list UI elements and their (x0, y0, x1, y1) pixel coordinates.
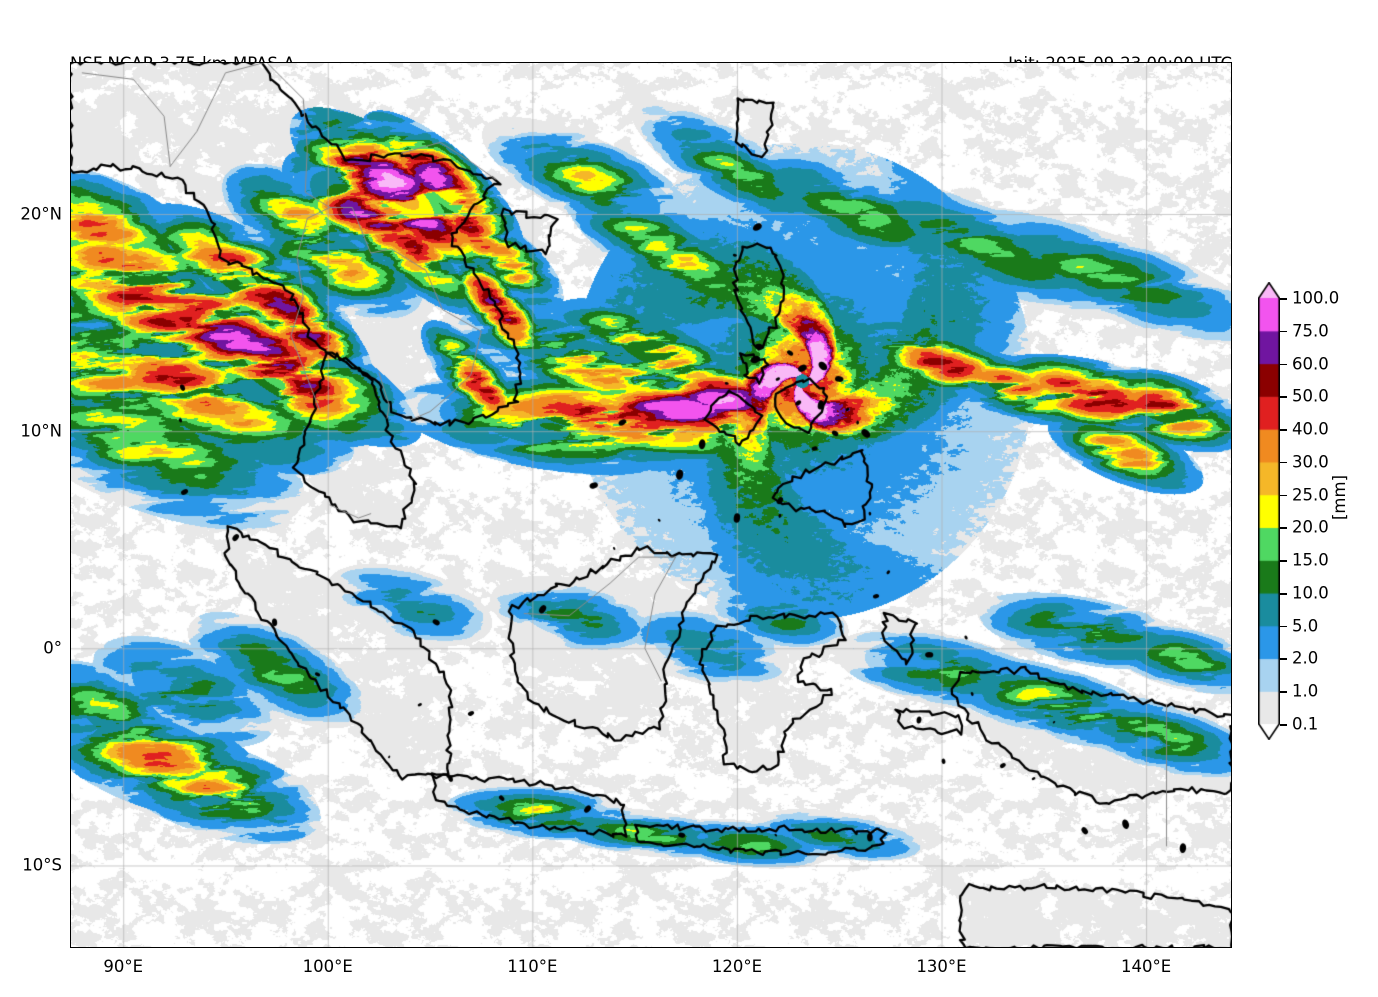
x-tick-120: 120°E (711, 957, 763, 976)
colorbar-label-10-0: 10.0 (1292, 583, 1329, 603)
colorbar-tick-40-0 (1280, 429, 1287, 431)
colorbar-label-0-1: 0.1 (1292, 714, 1319, 734)
colorbar-label-15-0: 15.0 (1292, 550, 1329, 570)
map-plot-area[interactable] (70, 62, 1232, 948)
colorbar-tick-1-0 (1280, 691, 1287, 693)
colorbar-tick-75-0 (1280, 330, 1287, 333)
colorbar-tick-5-0 (1280, 625, 1287, 628)
colorbar[interactable] (1258, 282, 1280, 740)
x-tick-90: 90°E (103, 957, 144, 976)
colorbar-label-40-0: 40.0 (1292, 419, 1329, 439)
colorbar-tick-15-0 (1280, 560, 1287, 562)
colorbar-tick-20-0 (1280, 527, 1287, 529)
x-tick-100: 100°E (302, 957, 353, 976)
y-tick-10: 10°N (20, 421, 62, 441)
colorbar-label-50-0: 50.0 (1292, 386, 1329, 406)
colorbar-label-25-0: 25.0 (1292, 485, 1329, 505)
colorbar-label-20-0: 20.0 (1292, 517, 1329, 537)
colorbar-tick-10-0 (1280, 592, 1287, 595)
x-tick-110: 110°E (507, 957, 558, 976)
x-tick-130: 130°E (916, 957, 967, 976)
colorbar-label-5-0: 5.0 (1292, 616, 1319, 636)
colorbar-tick-2-0 (1280, 658, 1287, 661)
colorbar-label-75-0: 75.0 (1292, 321, 1329, 341)
colorbar-tick-60-0 (1280, 363, 1287, 366)
x-tick-140: 140°E (1120, 957, 1172, 976)
y-tick-0: 0° (43, 638, 62, 658)
colorbar-tick-0-1 (1280, 724, 1287, 726)
y-tick-20: 20°N (20, 204, 62, 224)
colorbar-unit-label: [mm] (1330, 474, 1349, 520)
colorbar-tick-100-0 (1280, 298, 1287, 300)
colorbar-tick-30-0 (1280, 461, 1287, 464)
precipitation-map (70, 62, 1232, 948)
y-tick--10: 10°S (22, 855, 62, 875)
colorbar-label-100-0: 100.0 (1292, 288, 1340, 308)
colorbar-label-60-0: 60.0 (1292, 354, 1329, 374)
colorbar-tick-25-0 (1280, 494, 1287, 497)
colorbar-label-30-0: 30.0 (1292, 452, 1329, 472)
colorbar-gradient (1258, 282, 1280, 740)
colorbar-tick-50-0 (1280, 396, 1287, 398)
colorbar-label-2-0: 2.0 (1292, 648, 1319, 668)
colorbar-label-1-0: 1.0 (1292, 681, 1319, 701)
